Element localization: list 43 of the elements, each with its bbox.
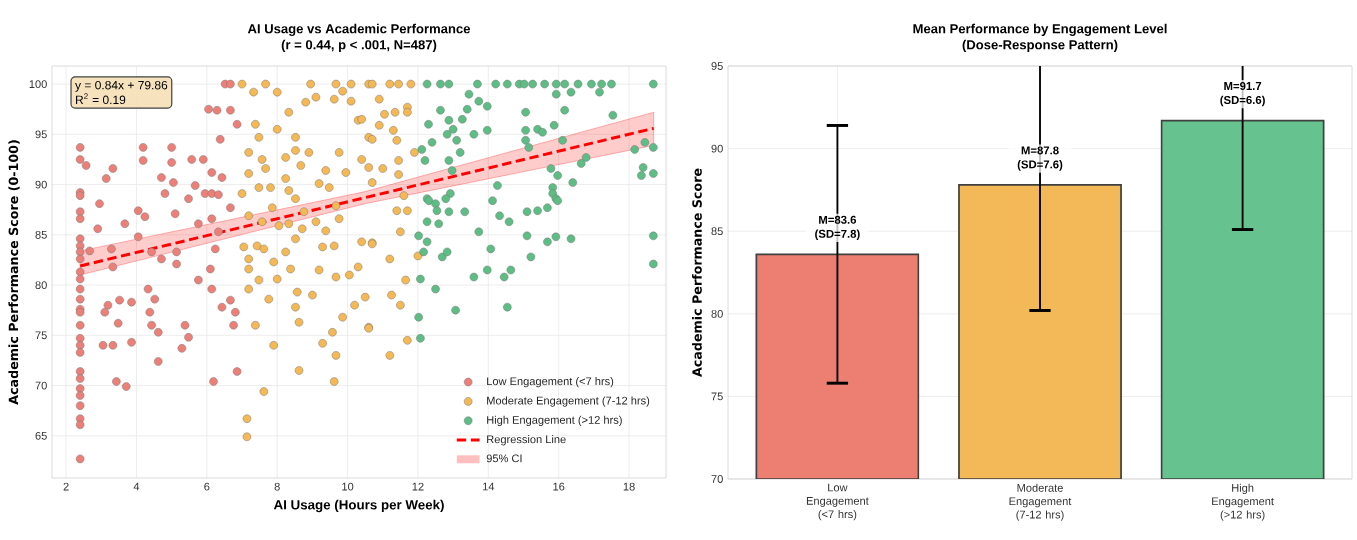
y-tick-label: 80 (711, 309, 723, 318)
y-tick-label: 95 (711, 62, 723, 70)
y-tick-label: 85 (711, 227, 723, 236)
y-tick-label: 75 (711, 392, 723, 401)
legend-label: Regression Line (487, 435, 566, 446)
legend-label: Low Engagement (<7 hrs) (487, 377, 614, 388)
x-tick-label: 6 (204, 482, 210, 491)
y-tick-label: 95 (35, 130, 47, 139)
x-tick-label: 4 (133, 482, 140, 491)
x-tick-label: 2 (63, 482, 69, 491)
y-tick-label: 85 (35, 230, 47, 239)
x-tick-label: Low Engagement (<7 hrs) (806, 483, 869, 521)
x-tick-label: 10 (342, 482, 354, 491)
y-tick-label: 65 (35, 431, 47, 440)
x-tick-label: 12 (412, 482, 424, 491)
chart-subtitle: (Dose-Response Pattern) (962, 39, 1118, 52)
chart-subtitle: (r = 0.44, p < .001, N=487) (281, 39, 437, 52)
x-axis-title: AI Usage (Hours per Week) (273, 499, 444, 513)
y-tick-label: 75 (35, 331, 47, 340)
y-axis-title: Academic Performance Score (692, 168, 702, 377)
data-label: M=83.6 (SD=7.8) (815, 215, 860, 241)
x-tick-label: 18 (623, 482, 635, 491)
x-tick-label: Moderate Engagement (7-12 hrs) (1009, 483, 1072, 521)
x-tick-label: High Engagement (>12 hrs) (1212, 483, 1274, 521)
x-tick-label: 8 (274, 482, 280, 491)
y-tick-label: 100 (29, 80, 47, 89)
annotation: 95% CI (486, 454, 522, 463)
data-label: M=91.7 (SD=6.6) (1220, 81, 1265, 107)
y-tick-label: 70 (35, 381, 47, 390)
data-label: M=87.8 (SD=7.6) (1017, 146, 1063, 171)
x-tick-label: 14 (483, 482, 495, 491)
y-tick-label: 90 (711, 144, 723, 153)
legend-label: Moderate Engagement (7-12 hrs) (487, 396, 650, 407)
y-axis-title: Academic Performance Score (0-100) (8, 140, 20, 405)
y-tick-label: 70 (711, 475, 723, 483)
chart-title: Mean Performance by Engagement Level (913, 23, 1167, 36)
y-tick-label: 90 (35, 180, 47, 189)
chart-title: AI Usage vs Academic Performance (247, 23, 471, 37)
annotation: R$^{2}$ = 0.19 (76, 93, 126, 105)
annotation: y = 0.84x + 79.86 (75, 80, 168, 92)
x-tick-label: 16 (553, 482, 565, 491)
y-tick-label: 80 (35, 281, 47, 289)
legend-label: High Engagement (>12 hrs) (487, 415, 622, 427)
